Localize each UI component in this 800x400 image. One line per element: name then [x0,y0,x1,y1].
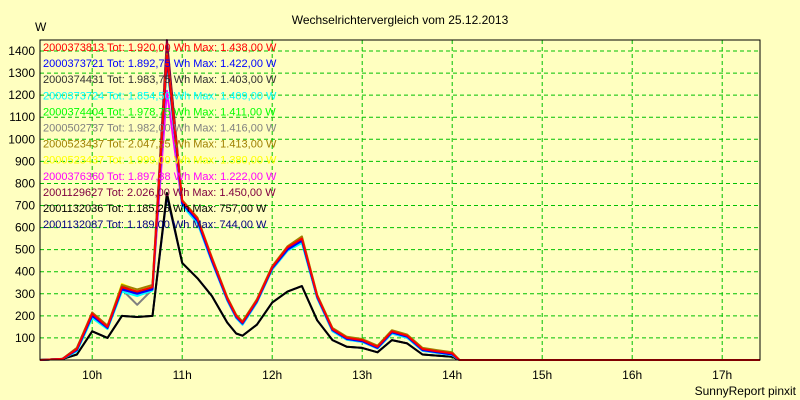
y-tick-label: 1400 [8,44,35,58]
y-tick-label: 1000 [8,132,35,146]
x-tick-label: 11h [173,368,192,382]
y-tick-label: 400 [15,265,35,279]
x-tick-label: 14h [442,368,462,382]
legend-entry: 2000373724 Tot: 1.854,50 Wh Max: 1.409,0… [43,90,277,102]
legend-entry: 2001132036 Tot: 1.185,25 Wh Max: 757,00 … [43,203,267,215]
x-tick-label: 16h [622,368,642,382]
plot-area: 100 200 300 400 500 600 700 800 900 1000 1100 1200 1… [8,39,761,382]
y-tick-label: 700 [15,199,35,213]
legend-entry: 2000523437 Tot: 1.999,00 Wh Max: 1.380,0… [43,155,277,167]
y-axis-label: W [35,20,47,34]
plot-frame-fill [40,40,760,360]
legend-entry: 2000374404 Tot: 1.978,75 Wh Max: 1.411,0… [43,106,276,118]
y-tick-label: 1300 [8,66,35,80]
y-tick-label: 1200 [8,88,35,102]
y-tick-label: 1100 [9,110,35,124]
legend-entry: 2000373721 Tot: 1.892,75 Wh Max: 1.422,0… [43,58,277,70]
x-tick-label: 13h [352,368,372,382]
y-tick-label: 500 [15,243,35,257]
legend-entry: 2000374431 Tot: 1.983,75 Wh Max: 1.403,0… [43,74,277,86]
legend-entry: 2000523437 Tot: 2.047,25 Wh Max: 1.413,0… [43,139,277,151]
legend-entry: 2001129627 Tot: 2.026,00 Wh Max: 1.450,0… [43,187,276,199]
y-tick-label: 800 [15,176,35,190]
legend-entry: 2000376360 Tot: 1.897,38 Wh Max: 1.222,0… [43,171,277,183]
y-tick-label: 900 [15,154,35,168]
x-tick-label: 10h [82,368,102,382]
footer-text: SunnyReport pinxit [695,384,797,398]
x-tick-label: 17h [712,368,732,382]
x-tick-label: 15h [532,368,552,382]
x-tick-label: 12h [262,368,282,382]
y-tick-label: 100 [15,331,35,345]
chart-title: Wechselrichtervergleich vom 25.12.2013 [292,13,509,27]
y-tick-label: 600 [15,221,35,235]
legend-entry: 2001132087 Tot: 1.189,00 Wh Max: 744,00 … [43,219,267,231]
legend-entry: 2000502737 Tot: 1.982,00 Wh Max: 1.416,0… [43,123,277,135]
y-tick-label: 300 [15,287,35,301]
y-tick-label: 200 [15,309,35,323]
legend-entry: 2000373813 Tot: 1.920,00 Wh Max: 1.438,0… [43,42,277,54]
plot-frame-border [39,39,761,361]
